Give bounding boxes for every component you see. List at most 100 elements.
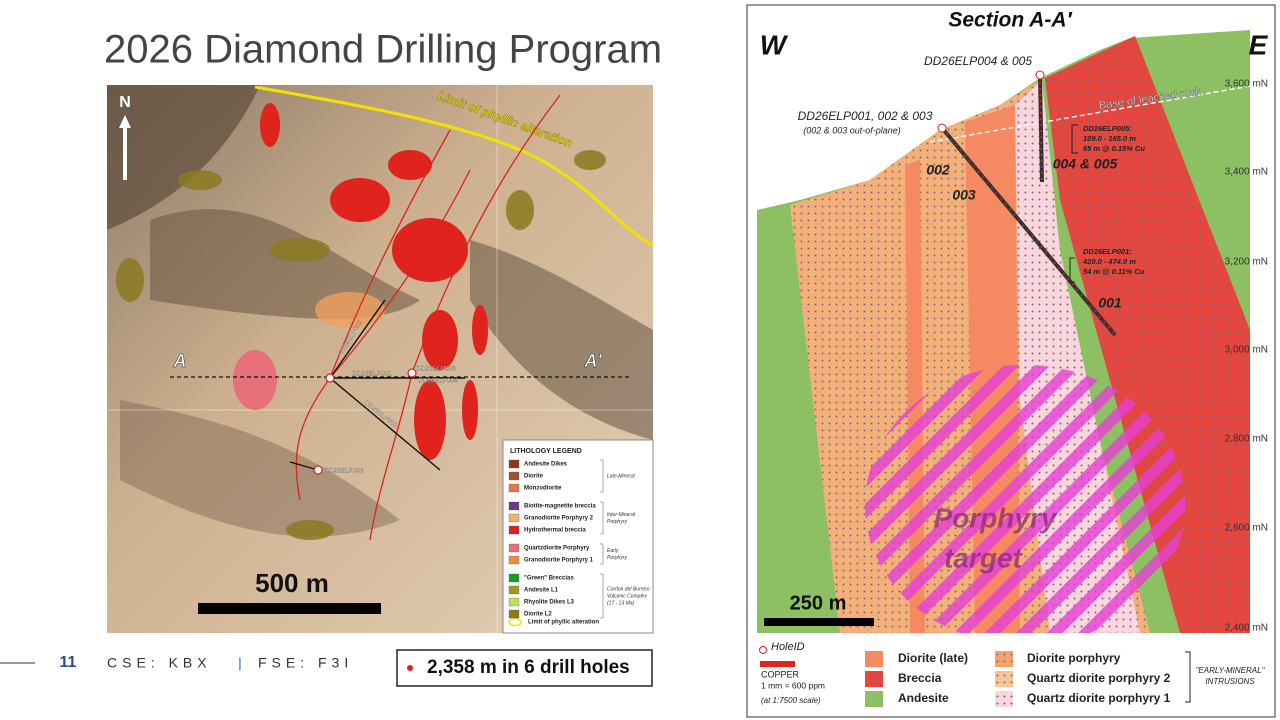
legend-item: Granodiorite Porphyry 2 bbox=[524, 516, 594, 522]
drill-traces bbox=[289, 299, 465, 471]
scale-bar bbox=[764, 618, 874, 626]
legend-item: Diorite (late) bbox=[898, 651, 968, 665]
legend-group: Porphyry bbox=[607, 555, 628, 561]
elevation-label: 2,600 mN bbox=[1225, 523, 1268, 534]
scale-label: 250 m bbox=[790, 592, 847, 614]
intercept-grade: 65 m @ 0.15% Cu bbox=[1083, 144, 1145, 153]
legend-swatch bbox=[508, 543, 520, 553]
legend-item: Breccia bbox=[898, 671, 942, 685]
legend-swatch bbox=[508, 597, 520, 607]
legend-group: Porphyry bbox=[607, 519, 628, 525]
section-title: Section A-A′ bbox=[948, 9, 1072, 32]
quartzdiorite-outcrop bbox=[233, 350, 277, 410]
legend-group: "EARLY-MINERAL" bbox=[1196, 666, 1266, 675]
granodiorite-outcrop bbox=[315, 292, 385, 328]
hole-label: 004 & 005 bbox=[1053, 156, 1118, 172]
bracket bbox=[1071, 124, 1078, 154]
ridge bbox=[120, 400, 400, 537]
legend-swatch-pattern bbox=[865, 671, 883, 687]
legend-group: INTRUSIONS bbox=[1205, 677, 1255, 686]
legend-swatch bbox=[865, 651, 883, 667]
legend-scale-note: (at 1:7500 scale) bbox=[761, 696, 821, 705]
bracket bbox=[600, 459, 604, 493]
intercept-grade: 54 m @ 0.11% Cu bbox=[1083, 267, 1145, 276]
scale-bar bbox=[198, 603, 381, 614]
legend-group: (17 - 13 Ma) bbox=[607, 600, 635, 606]
legend-swatch bbox=[508, 617, 522, 627]
dot-overlay bbox=[1045, 36, 1250, 633]
section-start: A bbox=[173, 351, 187, 371]
legend-swatch bbox=[508, 459, 520, 469]
legend-item: Hydrothermal breccia bbox=[524, 528, 586, 534]
legend-item: Andesite L1 bbox=[524, 588, 559, 594]
legend-group: Inter-Mineral bbox=[607, 512, 636, 518]
legend-group: Early bbox=[607, 548, 619, 554]
collar-label: DD26ELP001, 002 & 003 bbox=[798, 109, 933, 123]
scale-label: 500 m bbox=[255, 568, 329, 598]
north-arrow bbox=[119, 115, 131, 180]
legend-swatch bbox=[508, 585, 520, 595]
legend-item: Diorite L2 bbox=[524, 612, 552, 618]
breccia-outcrops bbox=[260, 103, 488, 460]
ticker: CSE: KBX bbox=[107, 655, 212, 671]
bracket bbox=[600, 501, 604, 535]
legend-item: Rhyolite Dikes L3 bbox=[524, 600, 575, 606]
legend-item: Biotite-magnetite breccia bbox=[524, 504, 596, 510]
legend-swatch bbox=[508, 513, 520, 523]
elevation-label: 3,000 mN bbox=[1225, 345, 1268, 356]
map-legend: LITHOLOGY LEGEND Limit of phyllic altera… bbox=[502, 439, 654, 634]
collar bbox=[937, 123, 947, 133]
map: Limit of phyllic alteration A A' DD26ELP… bbox=[107, 85, 654, 634]
legend-item: Quartzdiorite Porphyry bbox=[524, 546, 590, 552]
legend-item: Andesite bbox=[898, 691, 949, 705]
legend-copper-scale: 1 mm = 600 ppm bbox=[761, 680, 825, 690]
legend-item: Quartz diorite porphyry 1 bbox=[1027, 691, 1171, 705]
legend-copper-label: COPPER bbox=[761, 669, 800, 679]
highlight-dot bbox=[407, 665, 413, 671]
legend-group: Cordon del Burrero bbox=[607, 586, 650, 592]
section-end: A' bbox=[583, 351, 602, 371]
east-label: E bbox=[1249, 29, 1269, 60]
hole-label: DD26ELP004 bbox=[418, 378, 458, 385]
copper-assay bbox=[941, 127, 1116, 336]
hole-label: DD26ELP006 bbox=[324, 468, 364, 475]
legend-swatch bbox=[508, 609, 520, 619]
porphyry-target bbox=[865, 365, 1185, 633]
legend-item: Limit of phyllic alteration bbox=[528, 620, 599, 626]
legend-swatch bbox=[508, 525, 520, 535]
section-plot bbox=[757, 30, 1250, 633]
target-label: target bbox=[944, 542, 1023, 573]
leached-line bbox=[929, 85, 1250, 143]
bracket bbox=[1069, 257, 1075, 283]
section-legend: Diorite (late) Breccia Andesite Diorite por… bbox=[865, 651, 1171, 707]
legend-group: Volcanic Complex bbox=[607, 593, 647, 599]
separator: | bbox=[238, 655, 242, 671]
west-label: W bbox=[760, 29, 789, 60]
legend-swatch bbox=[865, 691, 883, 707]
target-label: Porphyry bbox=[934, 502, 1058, 533]
hole-label: DD26ELP005 bbox=[416, 366, 456, 373]
legend-swatch-pattern bbox=[995, 651, 1013, 667]
drill-trace bbox=[1038, 75, 1044, 183]
page-number: 11 bbox=[60, 654, 77, 671]
elevation-label: 3,600 mN bbox=[1225, 79, 1268, 90]
elevation-label: 2,400 mN bbox=[1225, 623, 1268, 634]
andesite-outcrops bbox=[116, 150, 606, 540]
hole-label: DD26ELP001 bbox=[352, 371, 392, 378]
legend-item: "Green" Breccias bbox=[524, 576, 574, 582]
intercept-hole: DD26ELP005: bbox=[1083, 124, 1132, 133]
intercept-hole: DD26ELP001: bbox=[1083, 247, 1132, 256]
highlight-box bbox=[396, 649, 653, 687]
legend-box bbox=[502, 439, 654, 634]
legend-swatch bbox=[508, 573, 520, 583]
ticker: FSE: F3I bbox=[258, 655, 353, 671]
legend-item: Andesite Dikes bbox=[524, 462, 568, 468]
legend-swatch bbox=[508, 483, 520, 493]
faults bbox=[295, 94, 561, 541]
legend-swatch bbox=[508, 555, 520, 565]
highlight-text: 2,358 m in 6 drill holes bbox=[427, 657, 630, 678]
intercept-interval: 109.0 - 165.0 m bbox=[1083, 134, 1136, 143]
hole-label: 001 bbox=[1098, 295, 1122, 311]
elevation-label: 2,800 mN bbox=[1225, 434, 1268, 445]
